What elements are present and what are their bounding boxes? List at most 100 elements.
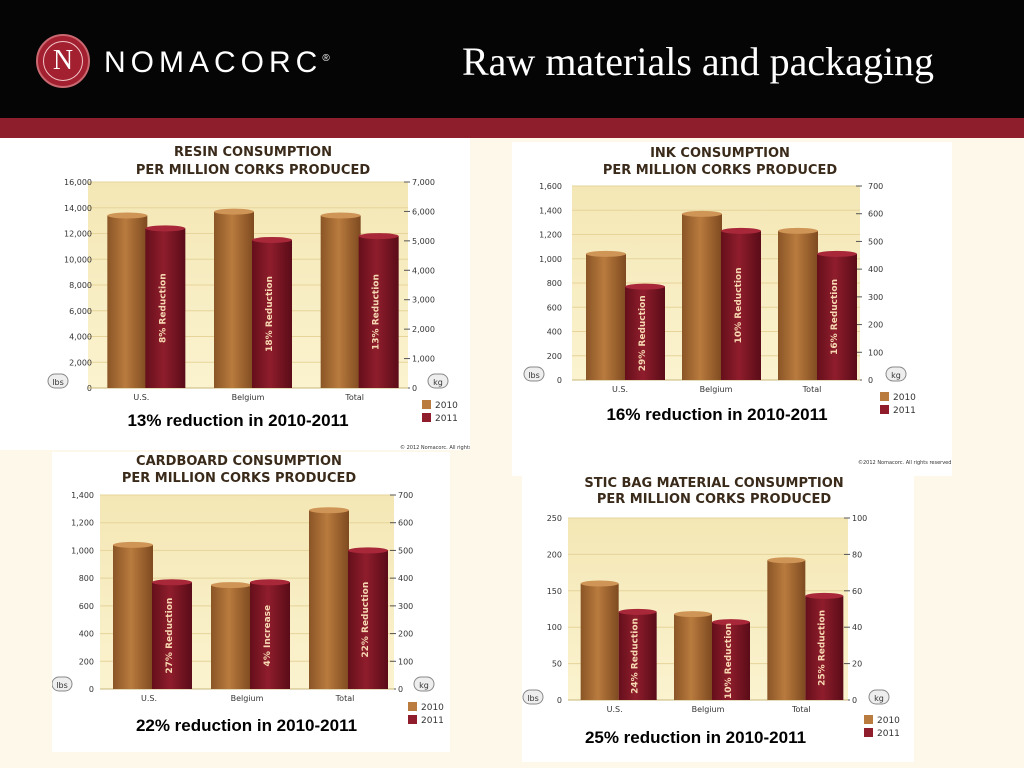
kg-unit-badge: [413, 676, 435, 692]
bar-change-label: 24% Reduction: [631, 618, 641, 694]
bar-2011-total: [817, 253, 857, 380]
category-label: Total: [335, 694, 355, 703]
legend-swatch: [408, 702, 417, 711]
category-label: Total: [802, 385, 822, 394]
left-tick-label: 200: [547, 550, 562, 559]
left-tick-label: 600: [79, 602, 94, 611]
chart-title: CARDBOARD CONSUMPTION: [136, 454, 342, 469]
right-tick-label: 0: [398, 685, 403, 694]
bar-change-label: 29% Reduction: [638, 295, 648, 371]
cardboard-chart-panel: CARDBOARD CONSUMPTION PER MILLION CORKS P…: [52, 452, 450, 752]
copyright-text: © 2012 Nomacorc. All rights reserved: [400, 444, 470, 450]
bar-change-label: 4% Increase: [263, 605, 273, 667]
bar-2011-us: [625, 286, 665, 380]
left-tick-label: 1,200: [71, 519, 94, 528]
chart-title: RESIN CONSUMPTION: [174, 145, 332, 160]
left-tick-label: 600: [547, 303, 562, 312]
header-accent-bar: [0, 118, 1024, 138]
bar-2011-belgium: [721, 230, 761, 380]
category-label: Belgium: [232, 393, 265, 402]
bar-cap: [309, 507, 349, 514]
bar-2010-total: [309, 510, 349, 689]
left-tick-label: 16,000: [64, 178, 92, 187]
left-tick-label: 200: [547, 352, 562, 361]
right-tick-label: 80: [852, 550, 862, 559]
legend-label: 2010: [893, 393, 916, 403]
bar-2011-us: [152, 582, 192, 689]
left-tick-label: 400: [547, 328, 562, 337]
bar-cap: [250, 579, 290, 586]
bar-change-label: 10% Reduction: [724, 623, 734, 699]
left-unit-label: lbs: [528, 371, 539, 380]
bar-cap: [586, 250, 626, 257]
bar-cap: [252, 236, 292, 243]
bar-2011-belgium: [712, 622, 750, 700]
bar-2011-total: [805, 595, 844, 700]
left-tick-label: 12,000: [64, 230, 92, 239]
logo-letter: N: [52, 45, 74, 76]
left-tick-label: 0: [557, 376, 562, 385]
bar-cap: [320, 212, 361, 219]
left-tick-label: 50: [552, 660, 562, 669]
copyright-text: ©2012 Nomacorc. All rights reserved: [858, 459, 951, 466]
right-tick-label: 3,000: [412, 296, 435, 305]
category-label: U.S.: [612, 385, 628, 394]
bar-2010-belgium: [211, 585, 251, 689]
bar-cap: [625, 283, 665, 290]
right-tick-label: 5,000: [412, 237, 435, 246]
category-label: Total: [344, 393, 364, 402]
bar-cap: [712, 619, 750, 626]
right-tick-label: 400: [398, 574, 413, 583]
brand-name: NOMACORC®: [104, 46, 330, 80]
bar-2011-us: [145, 228, 186, 388]
right-tick-label: 200: [868, 321, 883, 330]
category-label: Total: [791, 705, 811, 714]
bar-cap: [767, 557, 806, 564]
logo-ring: [43, 41, 83, 81]
bar-2011-total: [348, 550, 388, 689]
right-tick-label: 400: [868, 265, 883, 274]
lbs-unit-badge: [52, 676, 73, 692]
left-tick-label: 10,000: [64, 255, 92, 264]
bar-change-label: 18% Reduction: [265, 276, 275, 352]
slide-header: [0, 0, 1024, 118]
left-tick-label: 400: [79, 630, 94, 639]
legend-swatch: [864, 728, 873, 737]
bar-cap: [358, 233, 399, 240]
right-tick-label: 200: [398, 630, 413, 639]
legend-label: 2011: [435, 414, 458, 424]
left-tick-label: 100: [547, 623, 562, 632]
right-tick-label: 300: [398, 602, 413, 611]
left-tick-label: 800: [547, 279, 562, 288]
kg-unit-badge: [885, 366, 907, 382]
ink-caption: 16% reduction in 2010-2011: [556, 398, 878, 432]
slide-title: Raw materials and packaging: [462, 39, 935, 84]
bar-change-label: 22% Reduction: [361, 582, 371, 658]
category-label: U.S.: [141, 694, 157, 703]
right-tick-label: 100: [852, 514, 867, 523]
bar-2010-belgium: [214, 211, 254, 388]
right-tick-label: 0: [412, 384, 417, 393]
legend-label: 2011: [421, 716, 444, 726]
right-tick-label: 40: [852, 623, 862, 632]
left-tick-label: 200: [79, 657, 94, 666]
left-tick-label: 1,400: [539, 206, 562, 215]
bar-cap: [348, 547, 388, 554]
legend-label: 2011: [893, 406, 916, 416]
nomacorc-logo-icon: N: [36, 34, 90, 88]
left-tick-label: 6,000: [69, 307, 92, 316]
bar-cap: [214, 208, 254, 215]
legend-label: 2011: [877, 729, 900, 739]
right-tick-label: 100: [868, 348, 883, 357]
right-tick-label: 600: [868, 210, 883, 219]
right-tick-label: 0: [868, 376, 873, 385]
right-unit-label: kg: [433, 378, 443, 387]
bar-cap: [682, 210, 722, 217]
bar-change-label: 8% Reduction: [158, 273, 168, 343]
bag-chart-panel: STIC BAG MATERIAL CONSUMPTION PER MILLION…: [522, 472, 914, 762]
chart-title: STIC BAG MATERIAL CONSUMPTION: [584, 476, 843, 491]
right-tick-label: 500: [868, 237, 883, 246]
bar-2010-total: [778, 230, 818, 380]
legend-label: 2010: [435, 401, 458, 411]
